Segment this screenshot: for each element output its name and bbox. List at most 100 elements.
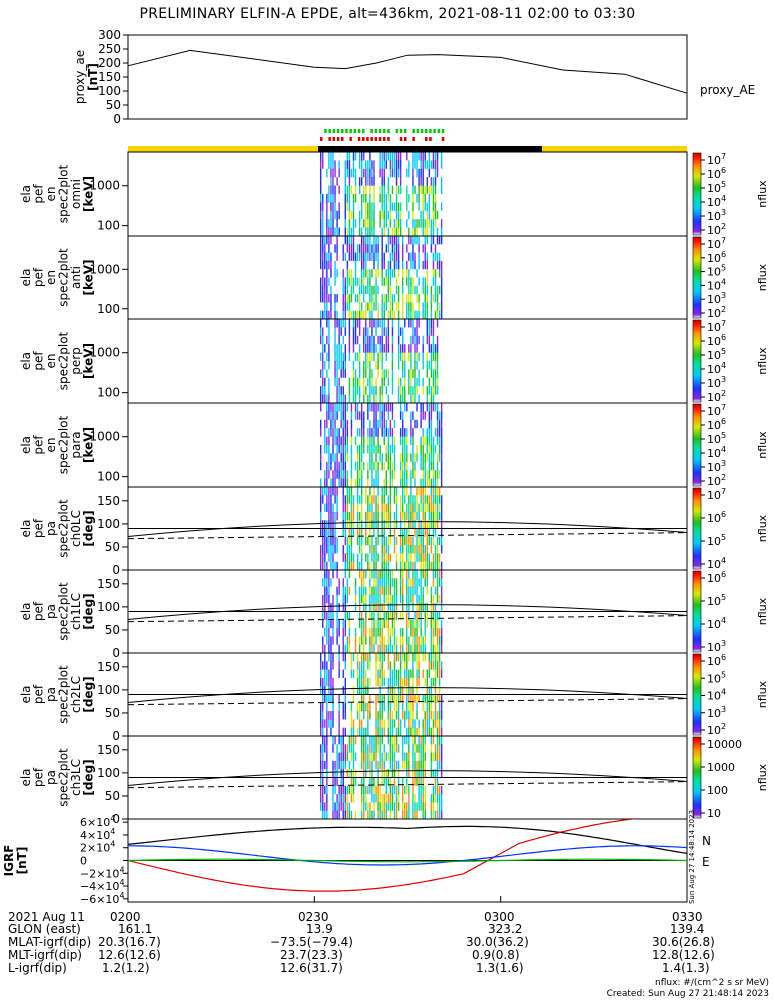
spectrogram-cell — [332, 785, 334, 795]
spectrogram-cell — [387, 545, 390, 554]
spectrogram-cell — [432, 719, 435, 729]
spectrogram-cell — [342, 711, 344, 720]
spectrogram-cell — [336, 752, 338, 762]
spectrogram-cell — [395, 636, 398, 646]
spectrogram-cell — [391, 294, 394, 303]
spectrogram-cell — [379, 369, 381, 379]
spectrogram-cell — [324, 428, 326, 438]
spectrogram-cell — [348, 511, 351, 521]
spectrogram-cell — [367, 453, 369, 463]
status-tick-red — [374, 137, 378, 141]
spectrogram-cell — [350, 310, 353, 320]
spectrogram-cell — [342, 628, 344, 637]
spectrogram-cell — [410, 536, 412, 546]
spectrogram-cell — [418, 536, 420, 546]
spectrogram-cell — [426, 202, 428, 212]
igrf-down-line — [128, 858, 687, 863]
spectrogram-cell — [418, 202, 420, 212]
spectrogram-cell — [375, 594, 377, 604]
spectrogram-cell — [342, 487, 344, 496]
spectrogram-cell — [326, 744, 328, 754]
spectrogram-cell — [367, 686, 369, 695]
spectrogram-cell — [342, 419, 344, 429]
spectrogram-cell — [412, 202, 414, 212]
spectrogram-cell — [334, 436, 336, 446]
spectrogram-cell — [428, 411, 431, 421]
spectrogram-cell — [389, 210, 392, 220]
spectrogram-cell — [393, 760, 396, 770]
spectrogram-cell — [338, 478, 340, 488]
spectrogram-cell — [397, 810, 400, 820]
spectrogram-cell — [420, 545, 422, 554]
spectrogram-cell — [408, 810, 410, 820]
spectrogram-cell — [381, 785, 383, 795]
spectrogram-cell — [356, 302, 359, 312]
spectrogram-cell — [426, 520, 428, 529]
spectrogram-cell — [352, 711, 355, 720]
spectrogram-cell — [324, 769, 326, 778]
spectrogram-cell — [389, 760, 392, 770]
spectrogram-cell — [324, 777, 326, 787]
spectrogram-cell — [369, 802, 371, 812]
spectrogram-cell — [358, 719, 361, 729]
spectrogram-cell — [352, 727, 355, 737]
spectrogram-cell — [381, 260, 383, 270]
spectrogram-cell — [379, 227, 381, 237]
spectrogram-cell — [338, 394, 340, 404]
spectrogram-cell — [414, 168, 416, 178]
spectrogram-cell — [326, 677, 328, 687]
status-tick-green — [332, 129, 336, 133]
spectrogram-cell — [350, 202, 353, 212]
spectrogram-cell — [416, 478, 418, 488]
spectrogram-cell — [373, 785, 375, 795]
spectrogram-cell — [379, 319, 381, 328]
spectrogram-cell — [369, 386, 371, 396]
spectrogram-cell — [389, 168, 392, 178]
spectrogram-cell — [369, 594, 371, 604]
spectrogram-cell — [420, 511, 422, 521]
spectrogram-cell — [324, 686, 326, 695]
spectrogram-cell — [381, 335, 383, 345]
spectrogram-cell — [412, 503, 414, 513]
spectrogram-cell — [367, 694, 369, 704]
spectrogram-cell — [352, 202, 355, 212]
spectrogram-cell — [385, 244, 387, 254]
spectrogram-cell — [348, 269, 351, 278]
spectrogram-cell — [395, 536, 398, 546]
spectrogram-cell — [410, 285, 412, 295]
spectrogram-cell — [330, 445, 332, 454]
spectrogram-cell — [422, 760, 424, 770]
spectrogram-cell — [383, 310, 385, 320]
spectrogram-cell — [391, 185, 394, 195]
spectrogram-cell — [432, 369, 435, 379]
spectrogram-cell — [348, 310, 351, 320]
spectrogram-cell — [332, 644, 334, 654]
spectrogram-cell — [377, 661, 379, 671]
spectrogram-cell — [379, 594, 381, 604]
spectrogram-cell — [399, 578, 402, 588]
spectrogram-cell — [369, 403, 371, 412]
spectrogram-cell — [363, 794, 365, 803]
spectrogram-cell — [346, 736, 349, 745]
spectrogram-panels: 1000100elapefenspec2plotomni[keV]1071061… — [19, 151, 769, 826]
spectrogram-cell — [432, 236, 435, 245]
spectrogram-cell — [320, 777, 322, 787]
spectrogram-cell — [408, 603, 410, 612]
spectrogram-cell — [408, 236, 410, 245]
spectrogram-cell — [344, 470, 346, 480]
spectrogram-cell — [393, 260, 396, 270]
spectrogram-cell — [352, 536, 355, 546]
spectrogram-cell — [389, 252, 392, 262]
spectrogram-cell — [393, 403, 396, 412]
spectrogram-cell — [348, 160, 351, 170]
spectrogram-cell — [354, 810, 357, 820]
spectrogram-cell — [397, 294, 400, 303]
spectrogram-cell — [406, 694, 408, 704]
spectrogram-cell — [393, 202, 396, 212]
spectrogram-cell — [383, 511, 385, 521]
spectrogram-cell — [416, 470, 418, 480]
panel-tick-label: 100 — [97, 386, 120, 400]
spectrogram-cell — [377, 702, 379, 712]
spectrogram-cell — [346, 503, 349, 513]
spectrogram-cell — [330, 436, 332, 446]
